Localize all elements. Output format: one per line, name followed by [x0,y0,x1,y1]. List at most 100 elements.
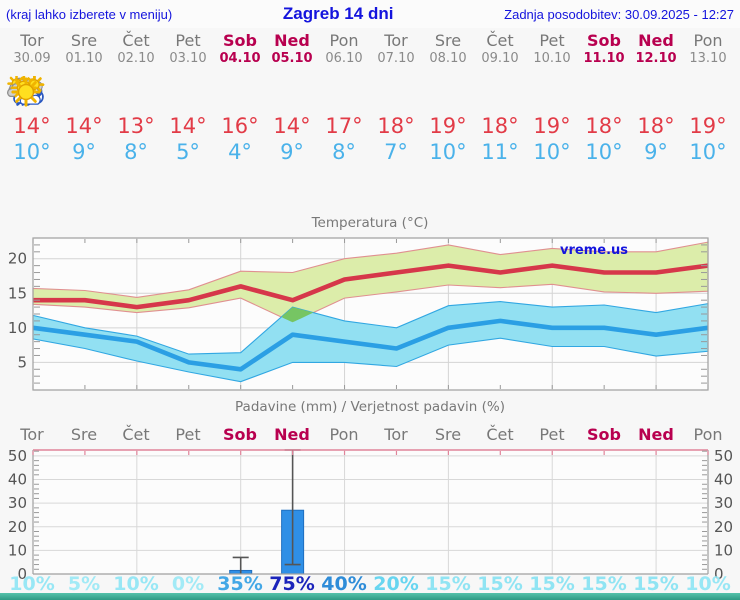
high-temp: 16° [221,114,259,138]
low-temp: 10° [689,140,727,164]
svg-text:30: 30 [8,494,27,512]
precip-probability: 35% [217,573,263,595]
precip-probability: 10% [113,573,159,595]
precip-day-label: Čet [486,425,514,444]
svg-text:20: 20 [714,518,733,536]
day-name: Ned [274,31,310,50]
forecast-day-4[interactable]: Pet 03.10 14° 5° [11,30,214,170]
precip-probability: 15% [633,573,679,595]
day-name: Pon [329,31,359,50]
forecast-day-13[interactable]: Ned 12.10 18° 9° [11,30,682,170]
forecast-day-9[interactable]: Sre 08.10 19° 10° [11,30,474,170]
svg-text:10: 10 [8,319,27,337]
low-temp: 7° [384,140,408,164]
forecast-day-14[interactable]: Pon 13.10 19° 10° [11,30,734,170]
day-date: 08.10 [429,51,467,66]
forecast-day-8[interactable]: Tor 07.10 18° 7° [10,30,422,170]
forecast-day-7[interactable]: Pon 06.10 17° 8° [7,30,370,170]
precip-day-label: Sob [587,425,621,444]
precip-day-label: Tor [20,425,44,444]
low-temp: 8° [124,140,148,164]
high-temp: 14° [169,114,207,138]
low-temp: 9° [280,140,304,164]
high-temp: 18° [585,114,623,138]
day-name: Čet [486,31,514,50]
day-date: 02.10 [117,51,155,66]
precip-day-label: Pet [539,425,565,444]
precip-day-label: Sob [223,425,257,444]
forecast-day-5[interactable]: Sob 04.10 16° 4° [9,30,266,170]
vreme-watermark-link[interactable]: vreme.us [560,243,628,258]
day-date: 03.10 [169,51,207,66]
header: (kraj lahko izberete v meniju) Zagreb 14… [0,0,740,28]
svg-text:50: 50 [8,447,27,465]
precip-probability: 15% [425,573,471,595]
day-name: Tor [384,31,408,50]
forecast-day-12[interactable]: Sob 11.10 18° 10° [11,30,630,170]
low-temp: 10° [533,140,571,164]
precip-day-label: Ned [638,425,674,444]
low-temp: 10° [429,140,467,164]
precip-probability: 15% [581,573,627,595]
precip-day-label: Ned [274,425,310,444]
high-temp: 14° [273,114,311,138]
page-title: Zagreb 14 dni [282,4,394,23]
day-name: Pet [539,31,565,50]
forecast-day-11[interactable]: Pet 10.10 19° 10° [11,30,578,170]
temperature-chart: 5 10 15 20 vreme.us [8,237,709,391]
day-name: Sob [223,31,257,50]
precip-probability-row: 10% 5% 10% 0% 35% 75% 40% 20% 15% 15% 15% 15% 15% 10% [6,572,734,596]
day-name: Tor [20,31,44,50]
low-temp: 10° [585,140,623,164]
forecast-day-2[interactable]: Sre 01.10 14° 9° [7,30,110,170]
precip-day-label: Sre [70,425,98,444]
high-temp: 19° [533,114,571,138]
high-temp: 17° [325,114,363,138]
high-temp: 19° [689,114,727,138]
low-temp: 9° [644,140,668,164]
svg-text:15: 15 [8,284,27,302]
svg-text:10: 10 [714,541,733,559]
precipitation-chart: 0 0 10 10 20 20 30 30 40 40 50 50 [8,447,733,580]
day-name: Sob [587,31,621,50]
forecast-day-10[interactable]: Čet 09.10 18° 11° [11,30,526,170]
precip-day-label: Pon [693,425,723,444]
svg-text:10: 10 [8,541,27,559]
precip-day-label: Pet [175,425,201,444]
precip-probability: 75% [269,573,315,595]
high-temp: 13° [117,114,155,138]
day-date: 05.10 [271,51,313,66]
precip-day-label: Sre [434,425,462,444]
low-temp: 9° [72,140,96,164]
svg-text:20: 20 [8,518,27,536]
low-temp: 4° [228,140,252,164]
precip-day-label: Tor [384,425,408,444]
day-name: Pet [175,31,201,50]
precipitation-chart-title: Padavine (mm) / Verjetnost padavin (%) [235,399,505,415]
day-date: 06.10 [325,51,363,66]
last-updated: Zadnja posodobitev: 30.09.2025 - 12:27 [504,6,734,22]
precip-probability: 15% [477,573,523,595]
high-temp: 14° [13,114,51,138]
forecast-day-6[interactable]: Ned 05.10 14° 9° [7,30,318,170]
day-name: Pon [693,31,723,50]
day-date: 01.10 [65,51,103,66]
day-date: 10.10 [533,51,571,66]
precip-day-label: Pon [329,425,359,444]
precip-probability: 10% [9,573,55,595]
temperature-chart-title: Temperatura (°C) [311,215,429,231]
day-date: 07.10 [377,51,415,66]
low-temp: 8° [332,140,356,164]
precip-probability: 20% [373,573,419,595]
svg-text:0: 0 [714,565,724,580]
high-temp: 18° [637,114,675,138]
low-temp: 5° [176,140,200,164]
day-date: 04.10 [219,51,261,66]
precip-probability: 10% [685,573,731,595]
forecast-day-3[interactable]: Čet 02.10 13° 8° [7,30,162,170]
precip-day-label: Čet [122,425,150,444]
svg-text:50: 50 [714,447,733,465]
day-name: Sre [70,31,98,50]
day-name: Čet [122,31,150,50]
